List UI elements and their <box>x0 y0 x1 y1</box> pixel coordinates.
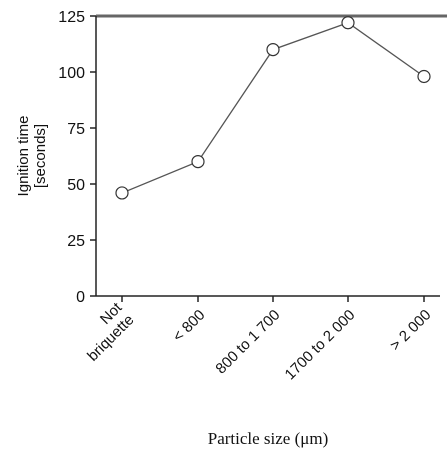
x-tick-label: > 2 000 <box>387 306 435 354</box>
data-point <box>341 16 355 30</box>
y-axis-label: Ignition time[seconds] <box>15 116 49 197</box>
y-tick-label: 75 <box>67 121 85 138</box>
y-axis-label-line: [seconds] <box>32 124 49 188</box>
data-point <box>191 155 205 169</box>
y-tick-label: 50 <box>67 177 85 194</box>
data-markers <box>115 16 431 200</box>
y-tick-label: 125 <box>58 9 85 26</box>
y-tick-label: 0 <box>76 289 85 306</box>
x-tick-label-line: 800 to 1 700 <box>212 306 283 377</box>
data-point <box>417 69 431 84</box>
x-tick-label-line: < 800 <box>170 306 209 345</box>
data-point <box>266 42 280 57</box>
x-tick-label-line: > 2 000 <box>387 306 435 354</box>
data-point <box>115 186 129 200</box>
x-tick-label: < 800 <box>170 306 209 345</box>
x-tick-label: Notbriquette <box>72 299 138 365</box>
x-tick-label: 800 to 1 700 <box>212 306 283 377</box>
x-axis-label: Particle size (μm) <box>208 429 329 448</box>
x-tick-label: 1700 to 2 000 <box>282 306 359 383</box>
y-tick-label: 25 <box>67 233 85 250</box>
y-tick-label: 100 <box>58 65 85 82</box>
y-axis-label-line: Ignition time <box>15 116 32 197</box>
x-tick-label-line: 1700 to 2 000 <box>282 306 359 383</box>
y-axis-ticks: 0 25 50 75 100 125 <box>58 9 96 306</box>
